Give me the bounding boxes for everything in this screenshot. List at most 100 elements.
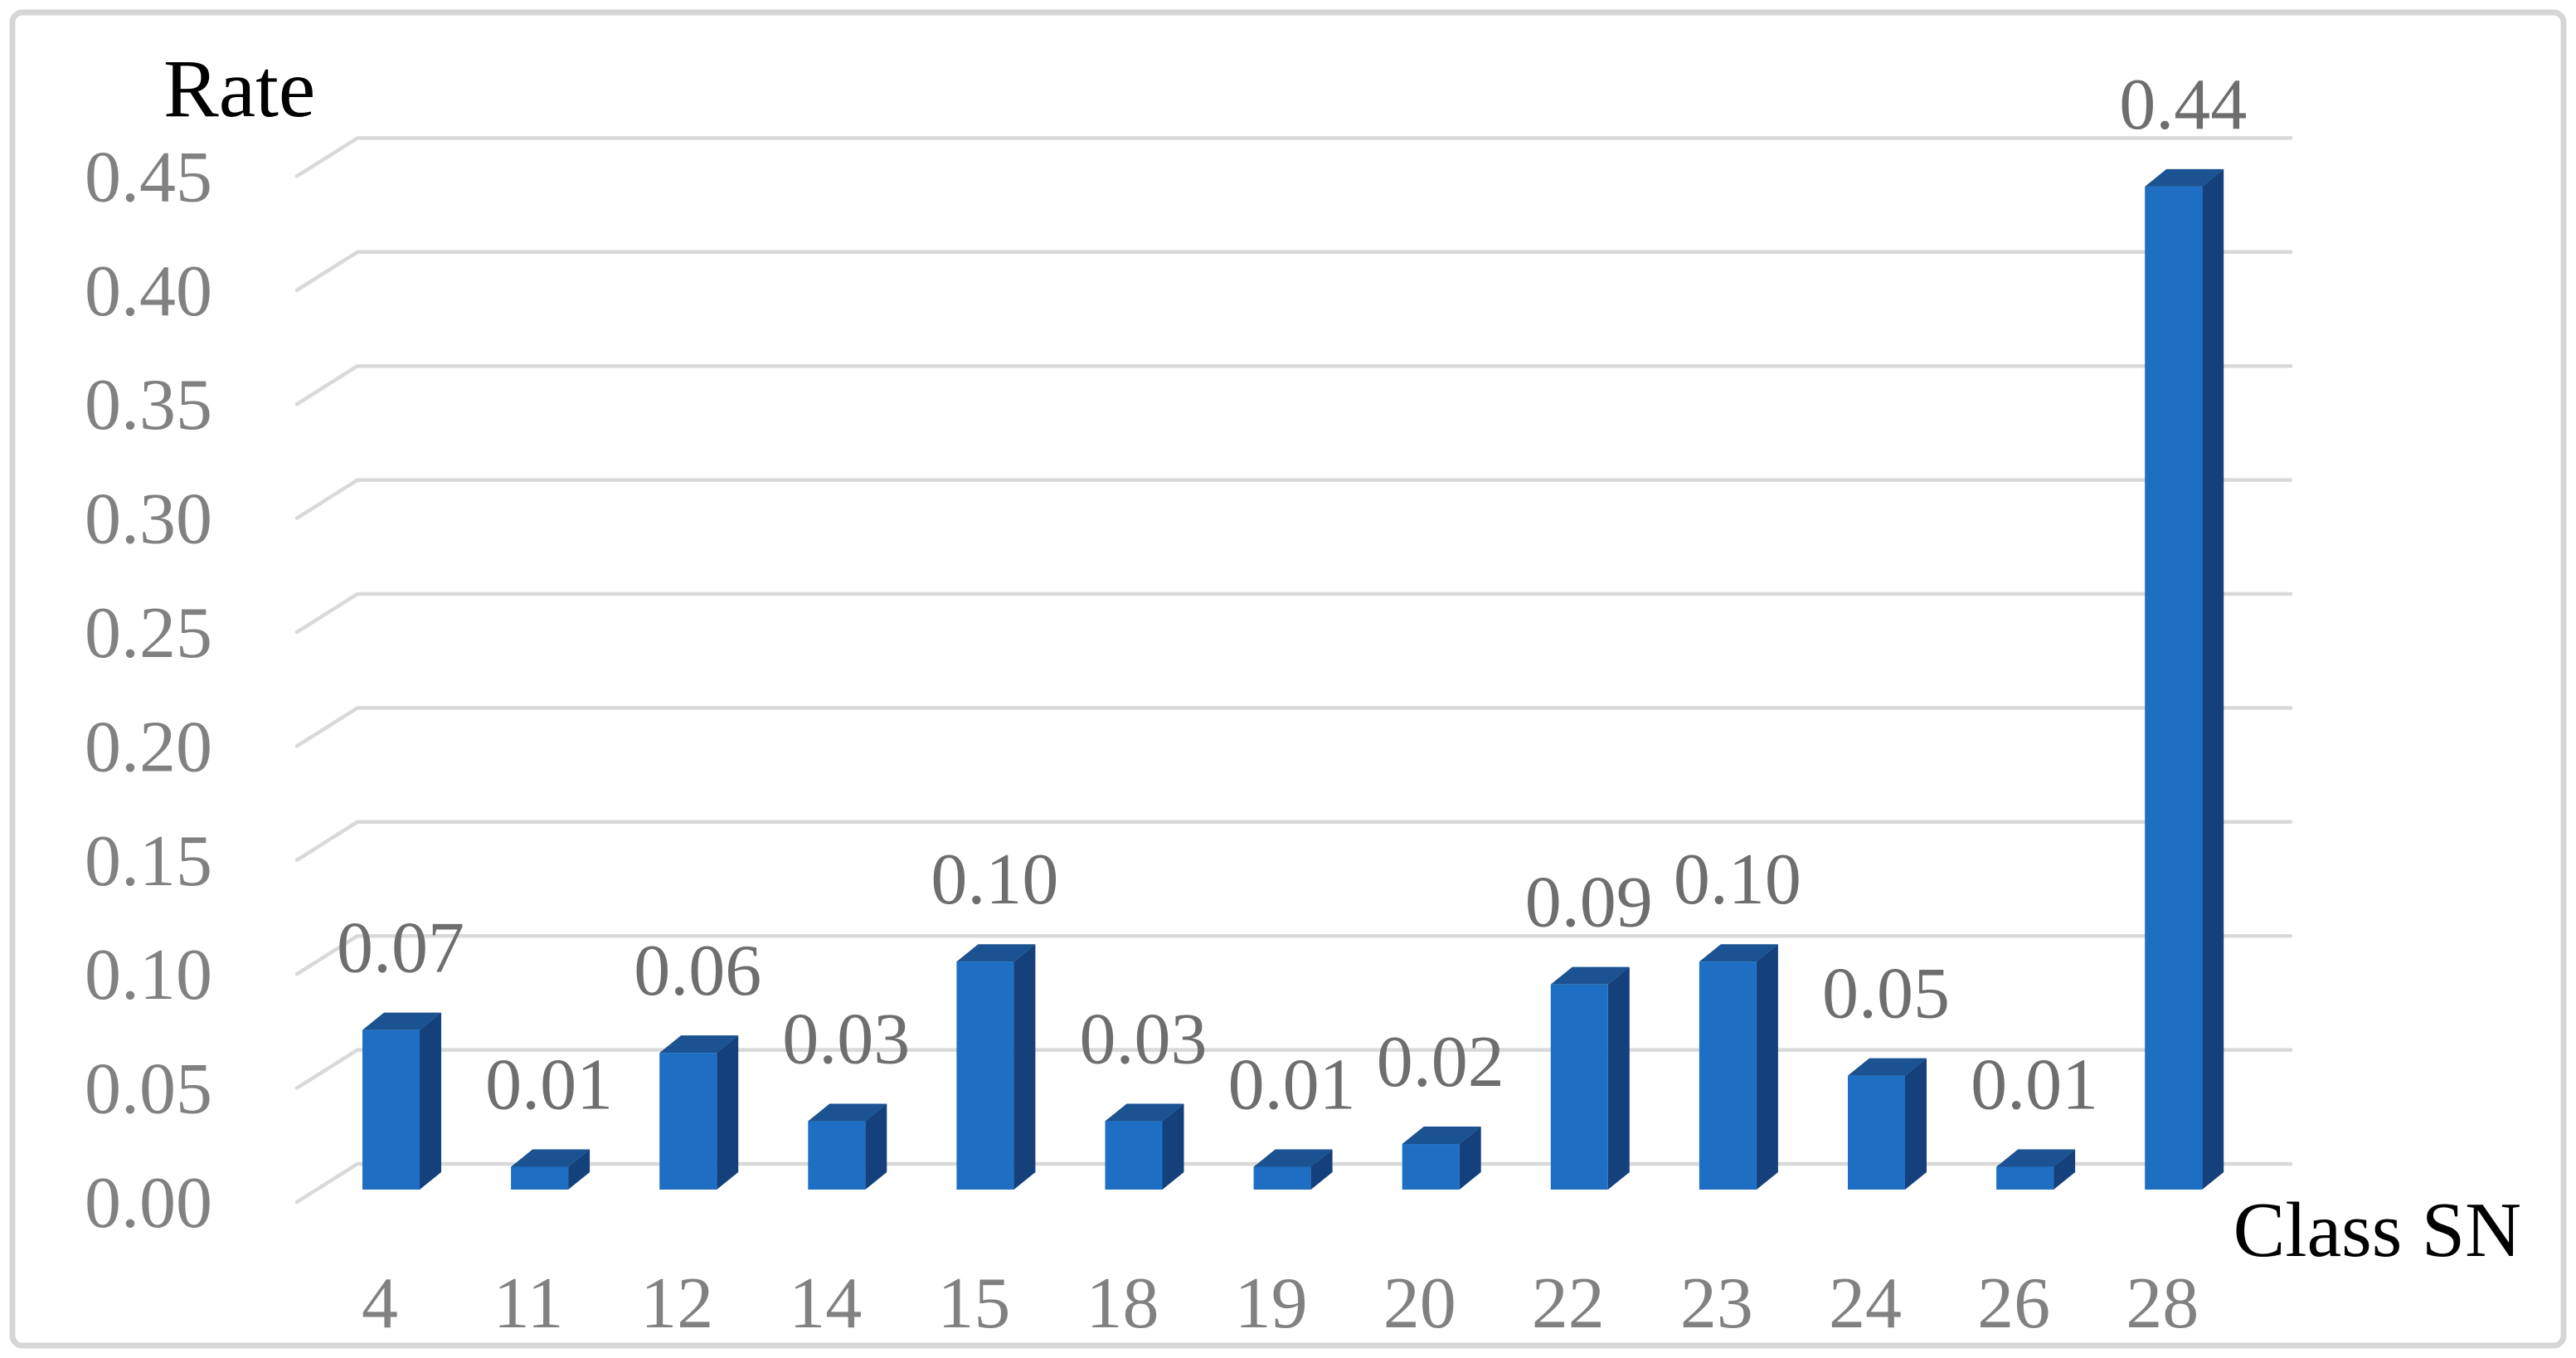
x-tick-label: 11 (493, 1263, 564, 1344)
x-tick-label: 28 (2126, 1263, 2199, 1344)
bar-side-face (1459, 1127, 1481, 1190)
bar-4 (362, 1012, 441, 1190)
gridline (294, 136, 2293, 178)
bar-value-label: 0.05 (1822, 954, 1950, 1034)
bar-19 (1253, 1149, 1333, 1190)
bar-14 (808, 1103, 887, 1190)
bar-side-face (717, 1035, 739, 1190)
gridline (294, 1161, 2293, 1205)
bar-side-face (2054, 1149, 2076, 1190)
y-tick-label: 0.10 (85, 935, 212, 1015)
bar-side-face (1905, 1058, 1927, 1190)
bar-top-face (956, 944, 1036, 962)
gridline (294, 363, 2293, 406)
bar-side-face (420, 1012, 441, 1190)
bar-side-face (865, 1103, 887, 1190)
bar-22 (1550, 966, 1630, 1190)
x-tick-label: 20 (1383, 1263, 1456, 1344)
bar-top-face (362, 1012, 441, 1030)
bar-value-label: 0.10 (931, 840, 1058, 920)
x-axis-title: Class SN (2233, 1187, 2521, 1273)
x-tick-label: 4 (362, 1263, 398, 1344)
bar-value-label: 0.09 (1525, 863, 1653, 943)
bar-24 (1848, 1058, 1927, 1190)
y-tick-label: 0.20 (85, 707, 212, 787)
bar-side-face (2202, 168, 2224, 1190)
gridline (294, 820, 2293, 863)
bar-front-face (659, 1053, 717, 1190)
y-tick-label: 0.00 (85, 1163, 212, 1244)
bar-18 (1105, 1103, 1184, 1190)
x-tick-label: 14 (789, 1263, 862, 1344)
bar-front-face (1699, 961, 1757, 1190)
gridline (294, 250, 2293, 293)
bar-26 (1996, 1149, 2076, 1190)
bar-top-face (1253, 1149, 1333, 1167)
bar-side-face (1310, 1149, 1333, 1190)
bars-group (362, 168, 2224, 1190)
bar-value-label: 0.44 (2119, 65, 2247, 145)
y-tick-label: 0.35 (85, 365, 212, 445)
bar-top-face (1550, 966, 1630, 985)
bar-front-face (362, 1029, 420, 1190)
x-tick-label: 19 (1235, 1263, 1308, 1344)
bar-front-face (1848, 1075, 1905, 1190)
bar-11 (511, 1149, 591, 1190)
y-tick-label: 0.05 (85, 1049, 212, 1130)
bar-front-face (511, 1166, 569, 1190)
bar-side-face (1607, 966, 1630, 1190)
bar-23 (1699, 944, 1778, 1190)
gridline (294, 478, 2293, 520)
bar-20 (1402, 1127, 1481, 1190)
bar-front-face (1105, 1121, 1163, 1190)
bar-front-face (808, 1121, 866, 1190)
bar-15 (956, 944, 1036, 1190)
y-tick-label: 0.25 (85, 593, 212, 674)
x-tick-label: 18 (1086, 1263, 1159, 1344)
value-labels-group: 0.070.010.060.030.100.030.01 0.020.09 0.10… (337, 65, 2247, 1126)
bar-value-label: 0.01 (1971, 1045, 2098, 1126)
bar-top-face (1699, 944, 1778, 962)
bar-value-label: 0.06 (634, 931, 761, 1011)
x-tick-label: 26 (1977, 1263, 2050, 1344)
bar-top-face (808, 1103, 887, 1122)
bar-front-face (1550, 984, 1608, 1190)
y-axis-tick-labels: 0.00 0.05 0.10 0.15 0.20 0.25 0.30 0.35 0.40 0.45 (85, 137, 212, 1244)
x-tick-label: 15 (937, 1263, 1010, 1344)
gridline (294, 706, 2293, 748)
x-tick-label: 24 (1829, 1263, 1902, 1344)
bar-top-face (1996, 1149, 2076, 1167)
y-tick-label: 0.15 (85, 821, 212, 902)
y-tick-label: 0.45 (85, 137, 212, 217)
y-axis-title: Rate (163, 42, 315, 134)
bar-front-face (1996, 1166, 2054, 1190)
bar-side-face (1756, 944, 1778, 1190)
bar-value-label: 0.01 (1228, 1045, 1356, 1126)
bar-value-label: 0.03 (782, 1000, 910, 1080)
x-tick-label: 23 (1680, 1263, 1753, 1344)
y-tick-label: 0.30 (85, 479, 212, 560)
chart-border (9, 9, 2567, 1349)
bar-value-label: 0.03 (1080, 1000, 1208, 1080)
bar-28 (2145, 168, 2224, 1190)
bar-top-face (511, 1149, 591, 1167)
bar-front-face (1253, 1166, 1311, 1190)
x-axis-tick-labels: 4 11 12 14 15 18 19 20 22 23 24 26 28 (362, 1263, 2199, 1344)
bar-side-face (1013, 944, 1036, 1190)
bar-12 (659, 1035, 739, 1190)
bar-top-face (659, 1035, 739, 1054)
x-tick-label: 12 (640, 1263, 713, 1344)
y-tick-label: 0.40 (85, 251, 212, 332)
bar-value-label: 0.10 (1674, 840, 1801, 920)
bar-front-face (1402, 1144, 1460, 1190)
bar-side-face (1162, 1103, 1184, 1190)
bar-front-face (2145, 186, 2203, 1190)
bar-top-face (1402, 1127, 1481, 1145)
gridline (294, 933, 2293, 976)
bar-top-face (2145, 168, 2224, 187)
gridlines-group (294, 136, 2293, 1205)
bar-front-face (956, 961, 1014, 1190)
x-tick-label: 22 (1532, 1263, 1605, 1344)
